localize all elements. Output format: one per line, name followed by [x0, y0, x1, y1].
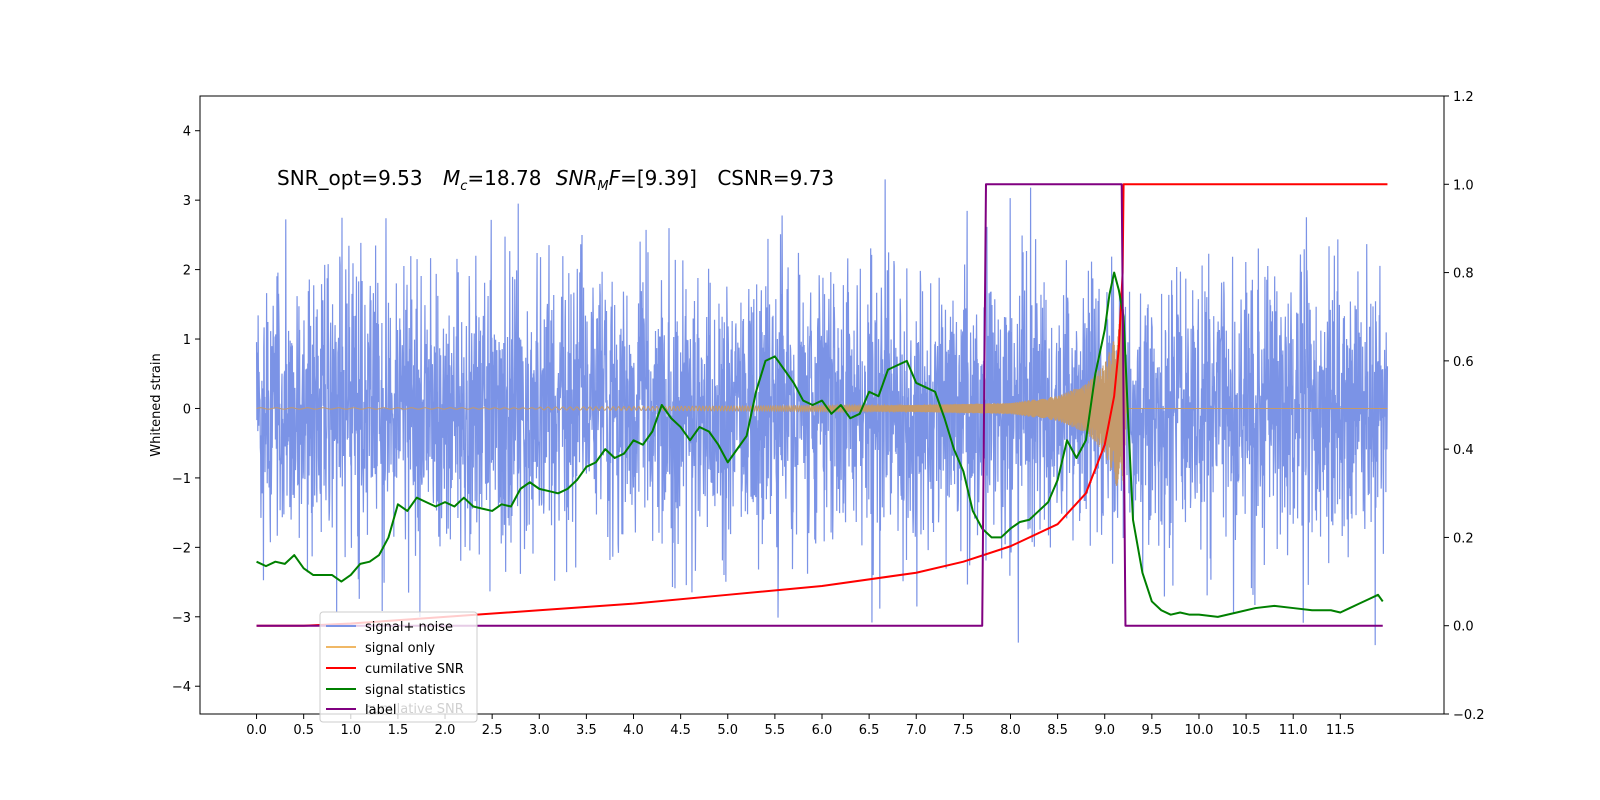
y-tick-label-left: −4 — [172, 680, 191, 695]
legend-ghost-text: cumilative SNR — [365, 702, 464, 717]
x-tick-label: 0.0 — [246, 723, 267, 738]
y-tick-label-left: 3 — [183, 194, 191, 209]
x-tick-label: 3.0 — [529, 723, 550, 738]
y-tick-label-right: 0.0 — [1453, 620, 1474, 635]
signal-statistics-line — [256, 271, 1384, 618]
y-tick-label-left: 4 — [183, 125, 191, 140]
snrmf-symbol: SNR — [556, 166, 598, 190]
x-tick-label: 1.5 — [388, 723, 409, 738]
x-tick-label: 0.5 — [293, 723, 314, 738]
x-tick-label: 8.0 — [1000, 723, 1021, 738]
y-tick-label-left: 0 — [183, 402, 191, 417]
legend-box — [319, 611, 478, 723]
legend-label-signal: signal only — [365, 641, 435, 656]
signal-noise-series — [255, 179, 1389, 646]
y-tick-label-right: 0.4 — [1453, 443, 1474, 458]
signal-line — [256, 309, 1388, 486]
x-axis: 0.0 0.5 1.0 1.5 2.0 2.5 3.0 3.5 4.0 4.5 5.0 5.5 6.0 6… — [246, 714, 1355, 738]
label-line — [256, 183, 1383, 627]
y-tick-label-left: −2 — [172, 541, 191, 556]
x-tick-label: 1.0 — [340, 723, 361, 738]
x-tick-label: 7.0 — [906, 723, 927, 738]
csnr-text: CSNR=9.73 — [717, 166, 834, 190]
legend-label-stats: signal statistics — [365, 683, 466, 698]
legend-label-label: label — [365, 703, 396, 718]
x-tick-label: 3.5 — [576, 723, 597, 738]
y-axis-label-left: Whitened strain — [149, 353, 164, 456]
y-tick-label-right: 0.6 — [1453, 355, 1474, 370]
legend-label-cumsnr: cumilative SNR — [365, 662, 464, 677]
y-tick-label-right: −0.2 — [1453, 708, 1485, 723]
mc-value: =18.78 — [467, 166, 541, 190]
y-tick-label-right: 0.2 — [1453, 531, 1474, 546]
y-axis-right: 1.2 1.0 0.8 0.6 0.4 0.2 0.0 −0.2 — [1444, 90, 1485, 723]
y-tick-label-right: 1.0 — [1453, 178, 1474, 193]
y-tick-label-right: 0.8 — [1453, 267, 1474, 282]
y-tick-label-left: −3 — [172, 611, 191, 626]
noise-line — [255, 179, 1389, 646]
x-tick-label: 9.5 — [1142, 723, 1163, 738]
snrmf-value: =[9.39] — [620, 166, 697, 190]
snr-annotation: SNR_opt=9.53 Mc=18.78 SNRMF=[9.39] CSNR=… — [277, 166, 834, 194]
y-tick-label-left: −1 — [172, 472, 191, 487]
x-tick-label: 10.5 — [1232, 723, 1261, 738]
y-tick-label-left: 2 — [183, 264, 191, 279]
x-tick-label: 11.5 — [1326, 723, 1355, 738]
x-tick-label: 4.5 — [670, 723, 691, 738]
x-tick-label: 4.0 — [623, 723, 644, 738]
snrmf-subscript: M — [597, 179, 608, 194]
x-tick-label: 6.5 — [859, 723, 880, 738]
x-tick-label: 10.0 — [1184, 723, 1213, 738]
y-tick-label-right: 1.2 — [1453, 90, 1474, 105]
y-axis-left: 4 3 2 1 0 −1 −2 −3 −4 — [172, 125, 200, 695]
signal-only-series — [256, 309, 1388, 486]
legend-label-noise: signal+ noise — [365, 620, 453, 635]
x-tick-label: 6.0 — [812, 723, 833, 738]
x-tick-label: 8.5 — [1047, 723, 1068, 738]
snrmf-f: F — [609, 166, 621, 190]
x-tick-label: 9.0 — [1094, 723, 1115, 738]
x-tick-label: 11.0 — [1279, 723, 1308, 738]
snr-opt-text: SNR_opt=9.53 — [277, 166, 423, 190]
mc-symbol: M — [443, 166, 460, 190]
x-tick-label: 7.5 — [953, 723, 974, 738]
legend: cumilative SNR signal+ noise signal only… — [319, 611, 478, 723]
x-tick-label: 2.5 — [482, 723, 503, 738]
x-tick-label: 2.0 — [435, 723, 456, 738]
y-tick-label-left: 1 — [183, 333, 191, 348]
mc-subscript: c — [460, 179, 467, 194]
x-tick-label: 5.0 — [717, 723, 738, 738]
x-tick-label: 5.5 — [765, 723, 786, 738]
